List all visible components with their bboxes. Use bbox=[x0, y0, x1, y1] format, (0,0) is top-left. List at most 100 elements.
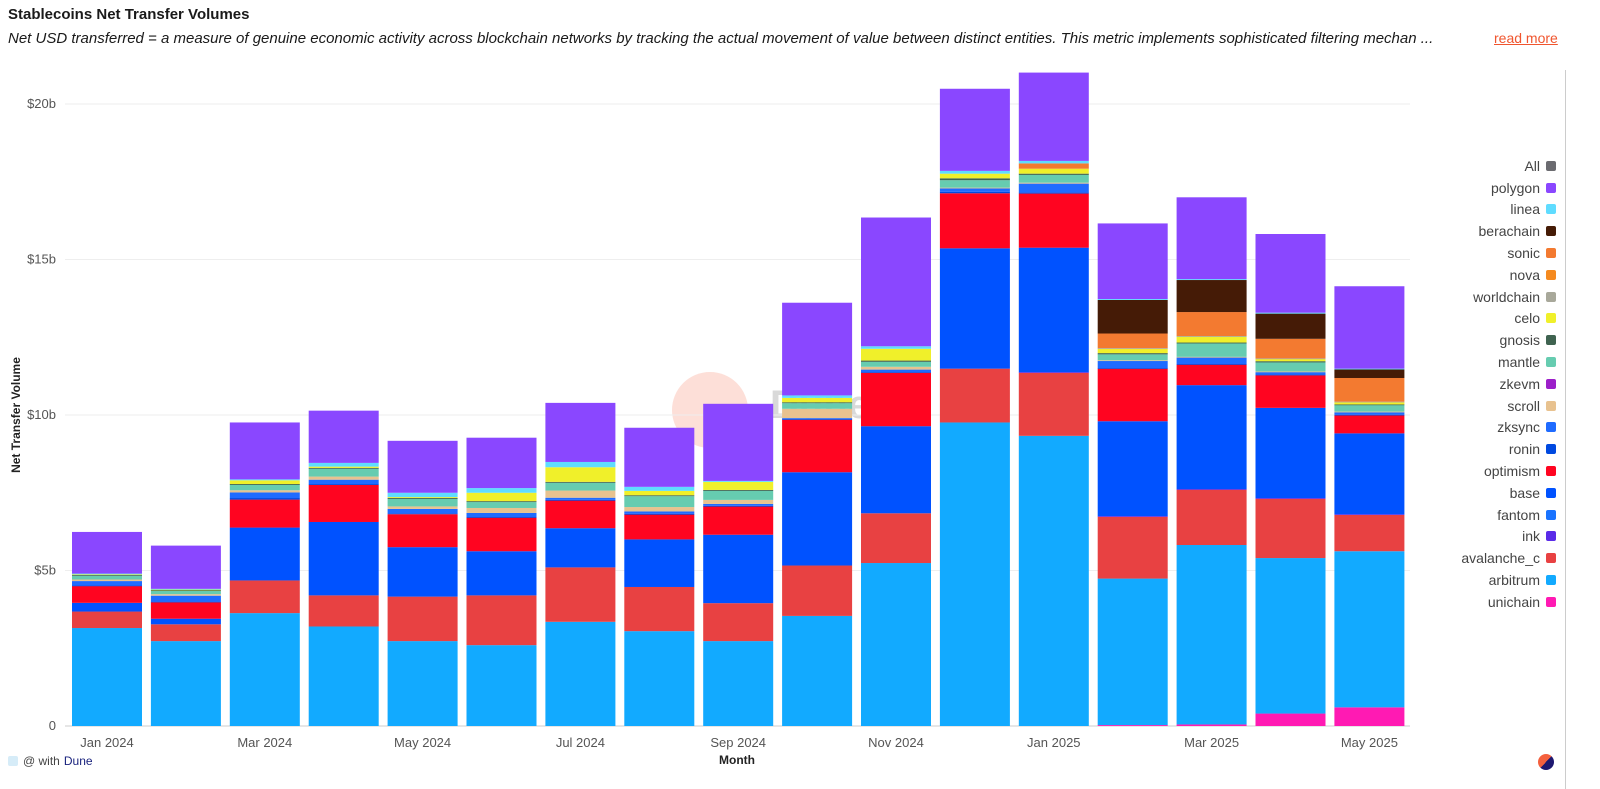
bar-segment-base[interactable] bbox=[1176, 385, 1247, 490]
bar-segment-polygon[interactable] bbox=[1018, 72, 1089, 161]
bar-segment-arbitrum[interactable] bbox=[1018, 435, 1089, 726]
read-more-link[interactable]: read more bbox=[1494, 30, 1558, 46]
bar-segment-mantle[interactable] bbox=[308, 468, 379, 477]
legend-item-worldchain[interactable]: worldchain bbox=[1461, 286, 1556, 308]
bar-segment-optimism[interactable] bbox=[387, 514, 458, 548]
bar-segment-berachain[interactable] bbox=[1097, 299, 1168, 334]
bar-segment-scroll[interactable] bbox=[1334, 411, 1405, 413]
bar-segment-linea[interactable] bbox=[703, 480, 774, 482]
bar-stack[interactable] bbox=[1255, 233, 1326, 726]
bar-segment-zksync[interactable] bbox=[1176, 357, 1247, 364]
bar-segment-mantle[interactable] bbox=[624, 496, 695, 508]
bar-segment-base[interactable] bbox=[72, 602, 142, 612]
bar-segment-optimism[interactable] bbox=[939, 193, 1010, 249]
bar-segment-unichain[interactable] bbox=[1255, 713, 1326, 726]
bar-segment-celo[interactable] bbox=[1334, 402, 1405, 405]
bar-segment-avalanche_c[interactable] bbox=[72, 611, 142, 629]
bar-segment-gnosis[interactable] bbox=[387, 498, 458, 499]
bar-segment-sonic[interactable] bbox=[1097, 333, 1168, 349]
bar-segment-zksync[interactable] bbox=[466, 512, 537, 518]
bar-segment-arbitrum[interactable] bbox=[229, 613, 300, 726]
bar-segment-zksync[interactable] bbox=[308, 479, 379, 485]
bar-segment-avalanche_c[interactable] bbox=[939, 368, 1010, 423]
bar-segment-polygon[interactable] bbox=[1097, 223, 1168, 299]
bar-segment-celo[interactable] bbox=[466, 492, 537, 502]
bar-segment-optimism[interactable] bbox=[1097, 368, 1168, 422]
bar-segment-avalanche_c[interactable] bbox=[624, 586, 695, 632]
bar-stack[interactable] bbox=[229, 422, 300, 726]
bar-segment-gnosis[interactable] bbox=[861, 360, 931, 362]
bar-segment-arbitrum[interactable] bbox=[939, 422, 1010, 726]
bar-segment-zksync[interactable] bbox=[229, 492, 300, 499]
bar-segment-arbitrum[interactable] bbox=[466, 645, 537, 726]
bar-segment-worldchain[interactable] bbox=[1097, 348, 1168, 349]
bar-segment-mantle[interactable] bbox=[72, 575, 142, 580]
bar-segment-scroll[interactable] bbox=[1097, 360, 1168, 362]
bar-segment-linea[interactable] bbox=[1176, 279, 1247, 281]
bar-segment-polygon[interactable] bbox=[229, 422, 300, 480]
bar-segment-worldchain[interactable] bbox=[1334, 401, 1405, 403]
bar-segment-ronin[interactable] bbox=[1018, 192, 1089, 194]
dune-logo-icon[interactable] bbox=[1538, 754, 1554, 770]
bar-segment-worldchain[interactable] bbox=[1255, 358, 1326, 360]
legend-item-All[interactable]: All bbox=[1461, 155, 1556, 177]
bar-segment-scroll[interactable] bbox=[1255, 371, 1326, 373]
bar-segment-scroll[interactable] bbox=[150, 594, 221, 596]
bar-segment-linea[interactable] bbox=[1255, 312, 1326, 314]
bar-segment-zksync[interactable] bbox=[1018, 183, 1089, 193]
bar-segment-base[interactable] bbox=[308, 521, 379, 596]
bar-segment-gnosis[interactable] bbox=[1018, 173, 1089, 175]
bar-segment-polygon[interactable] bbox=[1255, 233, 1326, 313]
bar-segment-gnosis[interactable] bbox=[782, 402, 853, 404]
bar-segment-arbitrum[interactable] bbox=[1176, 544, 1247, 725]
bar-segment-arbitrum[interactable] bbox=[72, 628, 142, 726]
bar-segment-zksync[interactable] bbox=[387, 508, 458, 514]
bar-segment-mantle[interactable] bbox=[939, 180, 1010, 188]
bar-segment-gnosis[interactable] bbox=[466, 501, 537, 503]
bar-segment-arbitrum[interactable] bbox=[861, 563, 931, 726]
bar-segment-optimism[interactable] bbox=[782, 419, 853, 473]
bar-segment-linea[interactable] bbox=[1334, 368, 1405, 370]
bar-segment-avalanche_c[interactable] bbox=[466, 595, 537, 646]
bar-segment-ronin[interactable] bbox=[72, 585, 142, 587]
legend-item-scroll[interactable]: scroll bbox=[1461, 395, 1556, 417]
bar-segment-celo[interactable] bbox=[1176, 336, 1247, 343]
bar-stack[interactable] bbox=[308, 410, 379, 726]
bar-segment-gnosis[interactable] bbox=[1334, 404, 1405, 406]
bar-segment-scroll[interactable] bbox=[308, 476, 379, 480]
bar-segment-celo[interactable] bbox=[1018, 168, 1089, 174]
bar-segment-arbitrum[interactable] bbox=[308, 626, 379, 726]
bar-segment-sonic[interactable] bbox=[1334, 377, 1405, 402]
bar-segment-arbitrum[interactable] bbox=[387, 641, 458, 726]
bar-segment-arbitrum[interactable] bbox=[1097, 578, 1168, 726]
bar-segment-zksync[interactable] bbox=[1255, 372, 1326, 375]
bar-segment-avalanche_c[interactable] bbox=[229, 580, 300, 614]
bar-segment-avalanche_c[interactable] bbox=[387, 596, 458, 642]
bar-segment-arbitrum[interactable] bbox=[150, 641, 221, 726]
bar-segment-celo[interactable] bbox=[308, 466, 379, 468]
bar-segment-arbitrum[interactable] bbox=[624, 631, 695, 726]
legend-item-zksync[interactable]: zksync bbox=[1461, 417, 1556, 439]
bar-segment-unichain[interactable] bbox=[1097, 725, 1168, 726]
bar-segment-ronin[interactable] bbox=[1334, 414, 1405, 416]
bar-stack[interactable] bbox=[1176, 197, 1247, 726]
bar-segment-berachain[interactable] bbox=[1334, 369, 1405, 378]
bar-stack[interactable] bbox=[624, 427, 695, 726]
bar-segment-linea[interactable] bbox=[1018, 160, 1089, 164]
bar-segment-zksync[interactable] bbox=[703, 503, 774, 506]
bar-segment-ronin[interactable] bbox=[150, 601, 221, 603]
bar-segment-celo[interactable] bbox=[150, 589, 221, 591]
bar-segment-linea[interactable] bbox=[150, 588, 221, 590]
bar-segment-celo[interactable] bbox=[939, 173, 1010, 179]
bar-stack[interactable] bbox=[466, 437, 537, 726]
bar-segment-arbitrum[interactable] bbox=[1255, 558, 1326, 714]
bar-segment-polygon[interactable] bbox=[861, 217, 931, 347]
bar-segment-arbitrum[interactable] bbox=[703, 641, 774, 726]
bar-segment-mantle[interactable] bbox=[545, 482, 616, 491]
bar-segment-mantle[interactable] bbox=[782, 403, 853, 409]
bar-segment-optimism[interactable] bbox=[72, 586, 142, 603]
bar-segment-mantle[interactable] bbox=[1097, 354, 1168, 361]
bar-segment-scroll[interactable] bbox=[939, 187, 1010, 189]
bar-segment-avalanche_c[interactable] bbox=[1255, 498, 1326, 559]
bar-segment-gnosis[interactable] bbox=[308, 467, 379, 469]
